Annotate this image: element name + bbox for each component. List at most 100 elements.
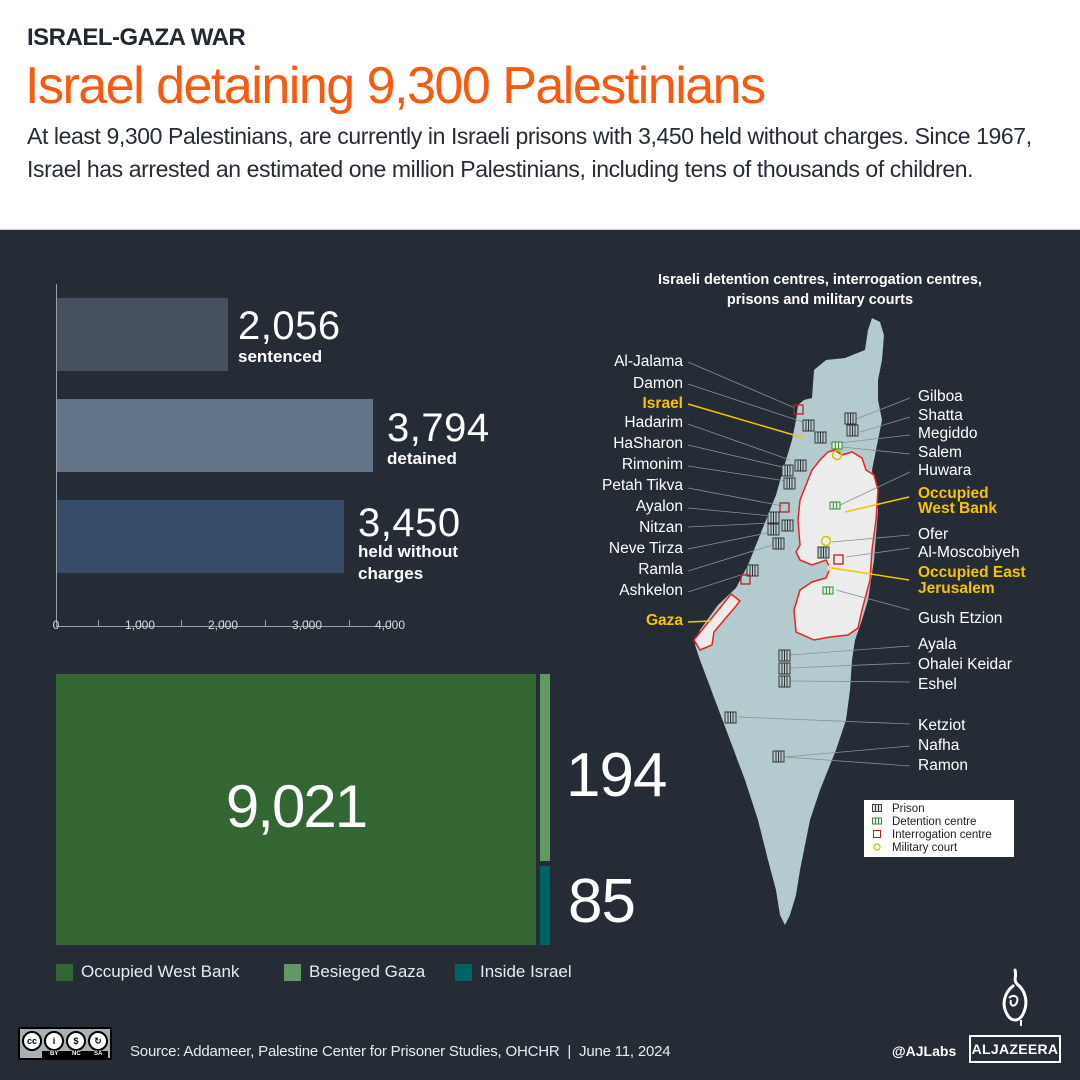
leader-lines-left: [687, 361, 807, 593]
x-tick: [307, 620, 308, 627]
y-axis: [56, 284, 57, 627]
military-court-icons: [820, 449, 843, 547]
legend-court: Military court: [872, 842, 957, 855]
cc-license-badge: cc i $ ↻ BY NC SA: [18, 1027, 112, 1060]
map-label-gaza: Gaza: [645, 612, 683, 629]
cc-sa-text: SA: [94, 1051, 103, 1057]
bar-label-detained: detained: [387, 449, 457, 468]
page-title: Israel detaining 9,300 Palestinians: [25, 57, 766, 115]
map-label: Rimonim: [621, 456, 683, 473]
map-label-west-bank-2: West Bank: [918, 500, 997, 517]
map-title: Israeli detention centres, interrogation…: [600, 270, 1040, 310]
bar-sentenced: [57, 298, 228, 371]
x-tick: [265, 620, 266, 627]
cc-nc-text: NC: [72, 1051, 81, 1057]
map-label-west-bank: Occupied: [918, 485, 989, 502]
map-legend: Prison Detention centre Interrogation ce…: [864, 800, 1014, 857]
cc-by-text: BY: [50, 1051, 59, 1057]
map-label: Damon: [633, 375, 683, 392]
x-tick: [98, 620, 99, 627]
x-tick-label: 1,000: [124, 618, 156, 632]
map-label: Ketziot: [918, 717, 966, 734]
map-label: Al-Jalama: [614, 353, 683, 370]
x-tick: [349, 620, 350, 627]
bar-label-sentenced: sentenced: [238, 347, 323, 366]
map-label-israel: Israel: [642, 395, 683, 412]
map-label-east-jerusalem-2: Jerusalem: [918, 580, 995, 597]
map-label: Al-Moscobiyeh: [918, 544, 1020, 561]
map-label: Gilboa: [918, 388, 963, 405]
map-label: Huwara: [918, 462, 972, 479]
treemap-value-west-bank: 9,021: [225, 773, 368, 840]
map-title-line1: Israeli detention centres, interrogation…: [658, 272, 982, 288]
map-label-east-jerusalem: Occupied East: [918, 564, 1026, 581]
legend-swatch-gaza: [284, 964, 301, 981]
cc-by-icon: i: [44, 1031, 64, 1051]
bar-detained: [57, 399, 373, 472]
cc-label-bar: [42, 1051, 108, 1059]
map-label: Eshel: [918, 676, 957, 693]
legend-detention: Detention centre: [872, 816, 976, 829]
gaza-shape: [693, 592, 742, 651]
prison-icon: [872, 803, 882, 812]
interrogation-icons: [740, 404, 844, 585]
x-tick-label: 0: [52, 618, 60, 632]
x-tick-label: 2,000: [207, 618, 239, 632]
leader-lines-right: [737, 397, 911, 767]
map-label: Nafha: [918, 737, 960, 754]
map-label: Salem: [918, 444, 962, 461]
x-tick-label: 3,000: [291, 618, 323, 632]
legend-swatch-inside-israel: [455, 964, 472, 981]
bar-value-detained: 3,794: [387, 406, 490, 450]
bar-label-held: held without charges: [358, 542, 459, 583]
map-label: Ayalon: [635, 498, 683, 515]
east-jerusalem-shape: [827, 565, 833, 571]
map-label: Ramla: [638, 561, 683, 578]
legend-label-inside-israel: Inside Israel: [480, 962, 572, 981]
kicker: ISRAEL-GAZA WAR: [27, 24, 246, 51]
legend-prison: Prison: [872, 803, 925, 816]
detention-icon: [872, 817, 882, 825]
map-label: Neve Tirza: [608, 540, 683, 557]
map-label: Petah Tikva: [602, 477, 683, 494]
x-tick: [140, 620, 141, 627]
map-label: Gush Etzion: [918, 610, 1003, 627]
treemap-value-gaza: 194: [566, 741, 667, 810]
x-tick: [181, 620, 182, 627]
x-tick: [390, 620, 391, 627]
x-tick: [56, 620, 57, 627]
military-court-icon: [873, 843, 881, 851]
leader-lines-highlight: [687, 403, 910, 623]
bar-value-held: 3,450: [358, 501, 461, 545]
map-label: Megiddo: [918, 425, 978, 442]
legend-label-gaza: Besieged Gaza: [309, 962, 426, 981]
cc-nc-icon: $: [66, 1031, 86, 1051]
map-label: Hadarim: [624, 414, 683, 431]
map-label: Ofer: [918, 526, 949, 543]
legend-interrogation: Interrogation centre: [872, 829, 992, 842]
x-tick: [223, 620, 224, 627]
map-label: Ashkelon: [619, 582, 683, 599]
treemap-west-bank: [56, 674, 536, 945]
x-tick-label: 4,000: [374, 618, 406, 632]
map-label: Ohalei Keidar: [918, 656, 1012, 673]
subtitle: At least 9,300 Palestinians, are current…: [27, 123, 1032, 182]
aljazeera-logo: ALJAZEERA: [969, 1035, 1061, 1063]
cc-icon: cc: [22, 1031, 42, 1051]
interrogation-icon: [873, 829, 881, 838]
map-title-line2: prisons and military courts: [726, 292, 914, 308]
cc-sa-icon: ↻: [88, 1031, 108, 1051]
map-label: HaSharon: [613, 435, 683, 452]
bar-value-sentenced: 2,056: [238, 304, 341, 348]
map-label: Ramon: [918, 757, 968, 774]
treemap-gaza: [540, 674, 550, 861]
map-label: Shatta: [918, 407, 963, 424]
treemap-value-inside-israel: 85: [568, 867, 636, 936]
aljazeera-calligraphy-icon: [1002, 968, 1028, 1026]
legend-swatch-west-bank: [56, 964, 73, 981]
map-label: Nitzan: [639, 519, 683, 536]
bar-held-without-charges: [57, 500, 344, 573]
map-label: Ayala: [918, 636, 957, 653]
source-text: Source: Addameer, Palestine Center for P…: [130, 1043, 671, 1060]
